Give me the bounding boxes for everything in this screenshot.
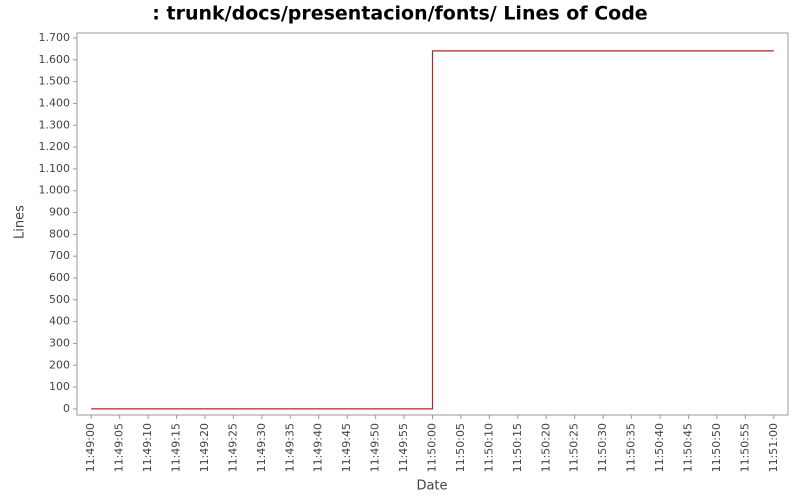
x-tick-label: 11:49:45 [340,423,353,472]
x-tick-label: 11:50:30 [596,423,609,472]
x-tick-label: 11:49:35 [283,423,296,472]
data-line [91,50,774,410]
x-tick-label: 11:50:20 [539,423,552,472]
y-tick-label: 800 [49,227,70,240]
x-tick-label: 11:49:20 [198,423,211,472]
x-tick-label: 11:49:55 [397,423,410,472]
x-tick-label: 11:49:30 [255,423,268,472]
x-tick-label: 11:50:35 [625,423,638,472]
y-tick-label: 1.000 [39,184,71,197]
y-tick-label: 700 [49,249,70,262]
x-tick-label: 11:50:55 [738,423,751,472]
x-tick-label: 11:50:40 [653,423,666,472]
y-tick-label: 500 [49,293,70,306]
y-axis-title: Lines [13,205,28,239]
x-tick-label: 11:49:40 [312,423,325,472]
x-tick-label: 11:50:10 [482,423,495,472]
x-tick-label: 11:51:00 [767,423,780,472]
x-tick-label: 11:50:00 [426,423,439,472]
y-tick-label: 1.200 [39,140,71,153]
x-tick-label: 11:50:15 [511,423,524,472]
x-tick-label: 11:50:45 [681,423,694,472]
x-tick-label: 11:50:50 [710,423,723,472]
x-tick-label: 11:49:50 [369,423,382,472]
y-tick-label: 900 [49,206,70,219]
y-tick-label: 400 [49,315,70,328]
y-tick-label: 200 [49,358,70,371]
x-tick-label: 11:49:15 [170,423,183,472]
x-tick-label: 11:50:25 [568,423,581,472]
y-tick-label: 1.300 [39,118,71,131]
y-tick-label: 600 [49,271,70,284]
y-tick-label: 1.400 [39,96,71,109]
x-tick-label: 11:49:10 [141,423,154,472]
y-tick-label: 100 [49,380,70,393]
y-tick-label: 300 [49,336,70,349]
y-tick-label: 0 [63,402,70,415]
x-axis-title: Date [416,479,447,494]
x-tick-label: 11:49:00 [84,423,97,472]
chart-title: : trunk/docs/presentacion/fonts/ Lines o… [152,3,647,25]
y-tick-label: 1.500 [39,75,71,88]
y-tick-label: 1.100 [39,162,71,175]
y-tick-label: 1.700 [39,31,71,44]
x-tick-label: 11:50:05 [454,423,467,472]
x-tick-label: 11:49:25 [226,423,239,472]
y-tick-label: 1.600 [39,53,71,66]
x-tick-label: 11:49:05 [113,423,126,472]
